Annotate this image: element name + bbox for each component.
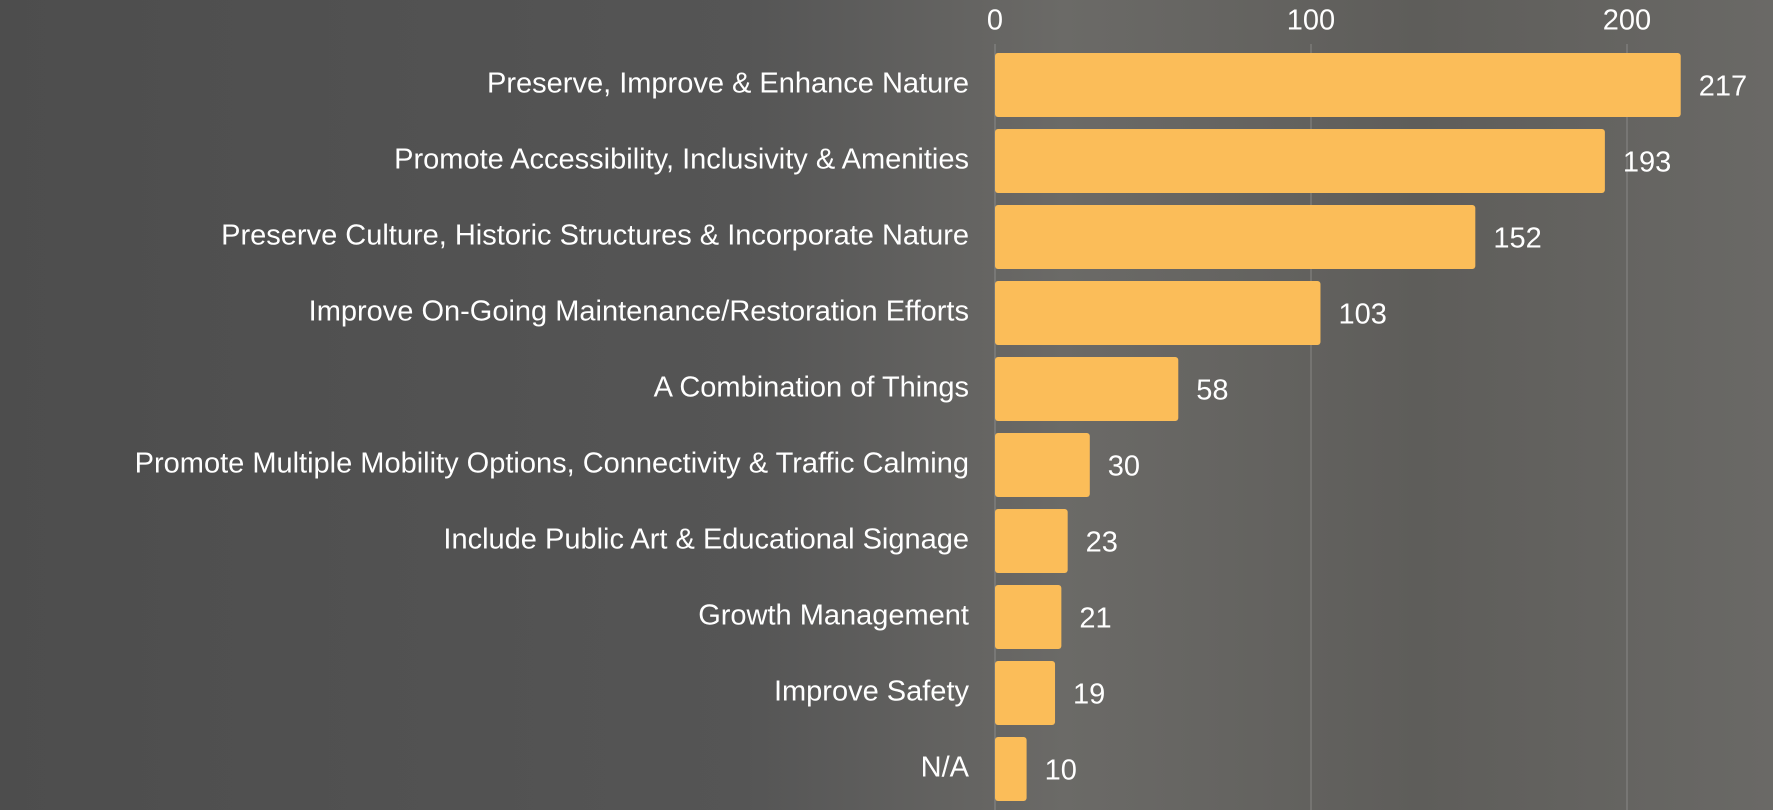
bar <box>995 433 1090 497</box>
bar <box>995 737 1027 801</box>
value-label: 58 <box>1196 375 1228 407</box>
y-tick-label: Promote Accessibility, Inclusivity & Ame… <box>394 144 969 176</box>
y-tick-label: Promote Multiple Mobility Options, Conne… <box>135 448 969 480</box>
y-tick-label: Preserve Culture, Historic Structures & … <box>221 220 969 252</box>
y-tick-label: Preserve, Improve & Enhance Nature <box>487 68 969 100</box>
y-tick-label: Improve Safety <box>774 676 970 708</box>
value-label: 152 <box>1493 223 1541 255</box>
value-label: 23 <box>1086 527 1118 559</box>
value-label: 30 <box>1108 451 1140 483</box>
bar <box>995 661 1056 725</box>
bar <box>995 281 1321 345</box>
value-label: 103 <box>1338 299 1386 331</box>
bar <box>995 205 1476 269</box>
y-tick-label: N/A <box>921 752 970 784</box>
y-tick-label: Growth Management <box>698 600 969 632</box>
value-label: 19 <box>1073 679 1105 711</box>
bar <box>995 509 1068 573</box>
y-tick-label: Improve On-Going Maintenance/Restoration… <box>309 296 969 328</box>
x-tick-label: 100 <box>1287 5 1335 37</box>
x-tick-label: 0 <box>987 5 1003 37</box>
value-label: 193 <box>1623 147 1671 179</box>
y-tick-label: Include Public Art & Educational Signage <box>443 524 969 556</box>
y-tick-label: A Combination of Things <box>654 372 969 404</box>
bar <box>995 357 1179 421</box>
value-label: 21 <box>1079 603 1111 635</box>
value-label: 217 <box>1699 71 1747 103</box>
value-label: 10 <box>1045 755 1077 787</box>
bar <box>995 53 1681 117</box>
bar <box>995 129 1605 193</box>
x-tick-label: 200 <box>1603 5 1651 37</box>
bar <box>995 585 1062 649</box>
